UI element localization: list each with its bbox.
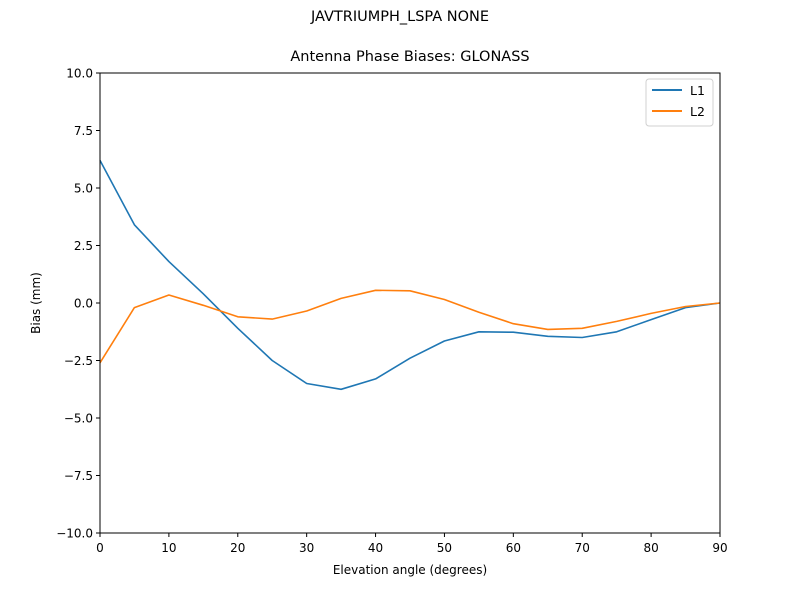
x-tick-label: 20	[230, 541, 245, 555]
x-tick-label: 40	[368, 541, 383, 555]
x-tick-label: 10	[161, 541, 176, 555]
y-tick-label: −7.5	[64, 469, 93, 483]
series-layer	[99, 160, 721, 391]
figure-suptitle: JAVTRIUMPH_LSPA NONE	[310, 9, 490, 25]
y-axis: −10.0 −7.5 −5.0 −2.5 0.0 2.5 5.0 7.5 10.0	[56, 67, 100, 541]
y-tick-label: −10.0	[56, 527, 93, 541]
x-tick-label: 70	[575, 541, 590, 555]
legend-label-l1: L1	[690, 83, 705, 98]
series-line-l1	[99, 160, 721, 391]
y-tick-label: 2.5	[74, 239, 93, 253]
x-tick-label: 90	[712, 541, 727, 555]
x-axis-label: Elevation angle (degrees)	[333, 563, 487, 577]
x-tick-label: 80	[643, 541, 658, 555]
y-tick-label: 10.0	[66, 67, 93, 81]
legend-label-l2: L2	[690, 104, 705, 119]
y-tick-label: −5.0	[64, 412, 93, 426]
legend: L1 L2	[645, 78, 714, 127]
y-axis-label: Bias (mm)	[29, 272, 43, 334]
x-tick-label: 0	[96, 541, 104, 555]
y-tick-label: −2.5	[64, 354, 93, 368]
y-tick-label: 0.0	[74, 297, 93, 311]
series-line-l2	[99, 289, 721, 364]
x-tick-label: 30	[299, 541, 314, 555]
y-tick-label: 7.5	[74, 124, 93, 138]
x-tick-label: 50	[437, 541, 452, 555]
x-tick-label: 60	[506, 541, 521, 555]
chart-title: Antenna Phase Biases: GLONASS	[290, 49, 530, 65]
y-tick-label: 5.0	[74, 182, 93, 196]
x-axis: 0 10 20 30 40 50 60 70 80 90	[96, 533, 728, 555]
